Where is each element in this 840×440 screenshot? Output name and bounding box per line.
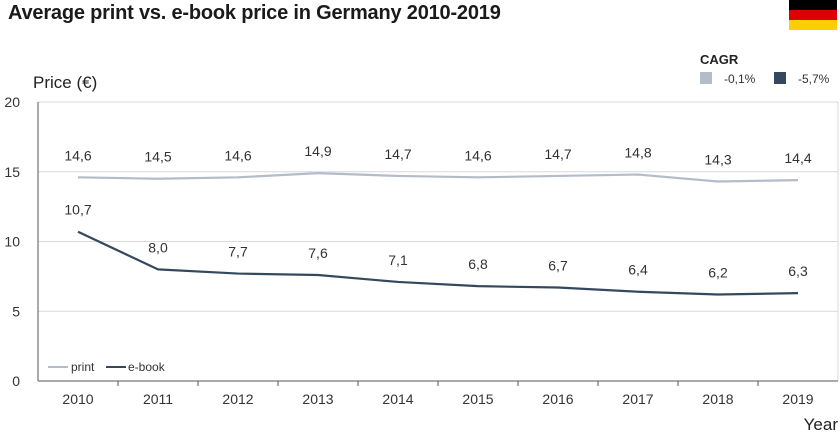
ebook-data-label: 6,8 [468,256,488,272]
print-data-label: 14,4 [784,150,811,166]
print-data-label: 14,6 [224,147,251,163]
x-tick-label: 2012 [222,391,253,407]
axes: 0 5 10 15 20 2010 2011 2012 2013 2014 2015 2016 2017… [4,94,838,407]
ebook-data-label: 8,0 [148,239,168,255]
ebook-data-label: 6,4 [628,262,648,278]
cagr-title: CAGR [700,52,739,67]
legend: print e-book [48,360,166,374]
print-data-label: 14,8 [624,145,651,161]
print-data-label: 14,7 [384,146,411,162]
chart-title: Average print vs. e-book price in German… [8,2,501,24]
y-axis-title: Price (€) [33,73,97,92]
ebook-line [77,230,799,296]
ebook-data-label: 6,2 [708,265,728,281]
print-data-label: 14,7 [544,146,571,162]
series [77,172,799,296]
cagr-ebook-swatch [774,72,786,84]
grid [38,101,839,381]
cagr-box: CAGR -0,1% -5,7% [700,52,830,86]
y-tick-label: 15 [4,164,20,180]
y-tick-label: 10 [4,234,20,250]
legend-ebook-label: e-book [128,360,166,374]
x-tick-label: 2013 [302,391,333,407]
print-data-label: 14,6 [64,147,91,163]
cagr-print-swatch [700,72,712,84]
print-data-label: 14,5 [144,149,171,165]
ebook-data-label: 6,7 [548,258,568,274]
cagr-print-value: -0,1% [724,72,756,86]
x-tick-label: 2011 [143,391,173,407]
ebook-data-label: 10,7 [64,202,91,218]
flag-stripe-black [789,0,837,10]
data-labels: 14,6 14,5 14,6 14,9 14,7 14,6 14,7 14,8 14,3 14,4… [64,143,811,280]
ebook-data-label: 7,7 [228,244,248,260]
print-data-label: 14,3 [704,152,731,168]
x-tick-label: 2016 [542,391,573,407]
x-tick-label: 2018 [702,391,733,407]
germany-flag-icon [789,0,837,30]
x-tick-label: 2010 [62,391,93,407]
legend-print-label: print [71,360,95,374]
flag-stripe-red [789,10,837,20]
cagr-ebook-value: -5,7% [798,72,830,86]
x-tick-label: 2017 [622,391,653,407]
print-data-label: 14,9 [304,143,331,159]
x-tick-label: 2019 [782,391,813,407]
x-axis-title: Year [804,415,839,434]
y-tick-label: 5 [12,303,20,319]
x-tick-label: 2015 [462,391,493,407]
x-tick-label: 2014 [382,391,413,407]
y-tick-label: 20 [4,94,20,110]
print-data-label: 14,6 [464,147,491,163]
ebook-data-label: 7,1 [388,252,408,268]
ebook-data-label: 6,3 [788,263,808,279]
y-tick-label: 0 [12,373,20,389]
ebook-data-label: 7,6 [308,245,328,261]
print-line [77,172,799,183]
flag-stripe-gold [789,20,837,30]
